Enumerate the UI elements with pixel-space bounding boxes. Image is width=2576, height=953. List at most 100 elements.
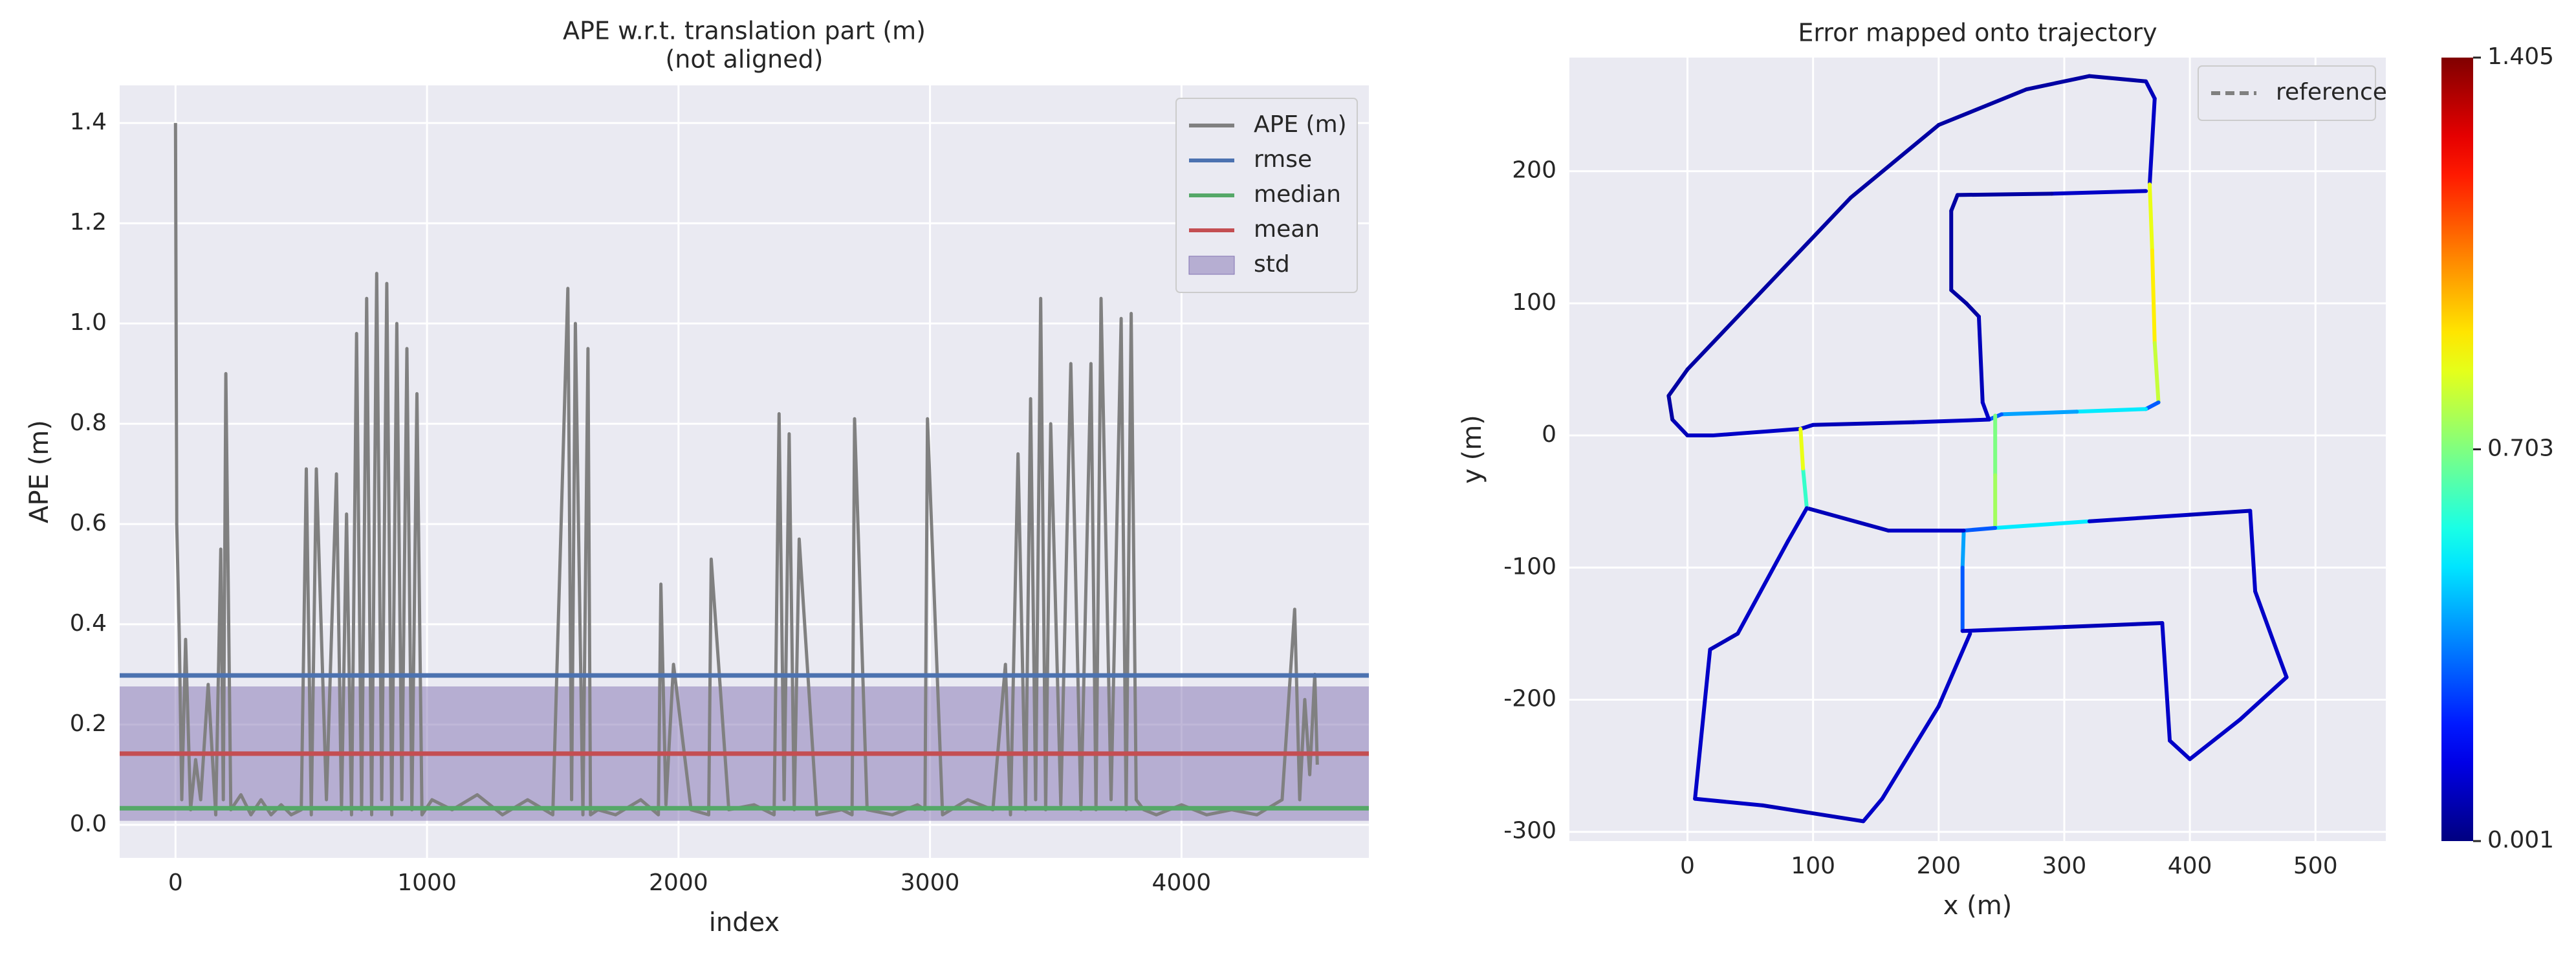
trajectory-segment	[2168, 738, 2192, 761]
trajectory-segment	[1936, 631, 1972, 708]
trajectory-segment	[1798, 426, 1806, 471]
trajectory-segment	[2160, 621, 2172, 743]
trajectory-segment	[1666, 367, 1690, 398]
trajectory-segment	[1710, 426, 1803, 438]
trajectory-segment	[1670, 417, 1690, 438]
x-tick-label: 3000	[901, 870, 960, 896]
trajectory-segment	[2144, 400, 2161, 411]
y-tick-label: 0.4	[70, 610, 107, 637]
x-tick-label: 0	[168, 870, 183, 896]
trajectory-segment	[2150, 248, 2157, 345]
colorbar-tick-label: 0.703	[2487, 435, 2554, 462]
trajectory-segment	[2087, 512, 2192, 523]
trajectory-segment	[2144, 79, 2157, 101]
trajectory-segment	[1685, 195, 1853, 371]
trajectory-segment	[1804, 506, 1891, 533]
y-axis-label: y (m)	[1457, 415, 1487, 484]
trajectory-segment	[2087, 74, 2148, 83]
trajectory-segment	[1960, 529, 1966, 570]
trajectory-segment	[2253, 589, 2280, 656]
legend-label: mean	[1254, 216, 1320, 243]
trajectory-segment	[1798, 422, 1815, 431]
legend-box	[2198, 65, 2376, 121]
trajectory-segment	[1708, 631, 1740, 652]
legend-label: std	[1254, 251, 1290, 278]
trajectory-segment	[1693, 647, 1712, 801]
trajectory-segment	[1949, 288, 1969, 305]
legend-label: median	[1254, 181, 1341, 208]
y-tick-label: 100	[1512, 289, 1556, 316]
x-tick-label: 0	[1680, 853, 1695, 879]
trajectory-segment	[2188, 509, 2253, 517]
trajectory-segment	[1955, 192, 2054, 197]
colorbar-tick-label: 1.405	[2487, 43, 2554, 70]
trajectory-segment	[1999, 410, 2079, 417]
y-tick-label: 0.6	[70, 510, 107, 536]
y-tick-label: 0.2	[70, 710, 107, 737]
trajectory-segment	[2049, 189, 2148, 196]
y-tick-label: 0.8	[70, 410, 107, 436]
x-axis-label: x (m)	[1943, 891, 2013, 921]
trajectory-segment	[2147, 182, 2154, 253]
x-tick-label: 4000	[1152, 870, 1212, 896]
y-tick-label: -300	[1503, 818, 1556, 844]
trajectory-segment	[2276, 652, 2289, 679]
legend: APE (m) rmse median mean std	[1175, 98, 1358, 293]
trajectory-segment	[2024, 74, 2091, 92]
trajectory-segment	[1961, 526, 1998, 533]
y-tick-label: 0	[1542, 421, 1556, 448]
trajectory-segment	[1980, 400, 1991, 422]
ape-line	[173, 123, 1319, 816]
legend: reference	[2198, 65, 2387, 121]
x-tick-label: 300	[2042, 853, 2087, 879]
trajectory-segment	[2248, 509, 2258, 594]
trajectory-segment	[1785, 506, 1809, 543]
trajectory-segment	[1964, 301, 1981, 319]
colorbar	[2441, 58, 2473, 841]
trajectory-segment	[1848, 123, 1941, 200]
legend-label: rmse	[1254, 146, 1312, 173]
trajectory-segment	[1993, 519, 2091, 531]
x-tick-label: 200	[1916, 853, 1961, 879]
trajectory-segment	[1880, 704, 1941, 801]
plot-area	[1569, 58, 2386, 841]
trajectory-segment	[1911, 417, 1991, 424]
legend-label: reference	[2276, 79, 2387, 105]
chart-subtitle: (not aligned)	[665, 45, 823, 74]
trajectory-segment	[2238, 675, 2289, 722]
x-tick-label: 500	[2293, 853, 2338, 879]
trajectory-segment	[2075, 407, 2148, 414]
x-tick-label: 400	[2168, 853, 2212, 879]
y-tick-label: 1.0	[70, 309, 107, 336]
trajectory-segment	[1936, 87, 2029, 127]
trajectory-segment	[1949, 193, 1959, 213]
y-tick-label: -200	[1503, 685, 1556, 712]
legend-box	[1175, 98, 1358, 293]
trajectory-segment	[1693, 796, 1765, 807]
x-tick-label: 100	[1791, 853, 1835, 879]
x-tick-label: 2000	[649, 870, 708, 896]
trajectory-segment	[1666, 393, 1675, 422]
legend-swatch	[1188, 256, 1235, 275]
trajectory-segment	[1976, 314, 1985, 405]
trajectory-segment	[1960, 625, 2066, 633]
y-tick-label: 1.4	[70, 109, 107, 135]
legend-label: APE (m)	[1254, 111, 1347, 138]
y-tick-label: -100	[1503, 553, 1556, 580]
trajectory-segment	[1861, 796, 1884, 824]
y-tick-label: 200	[1512, 157, 1556, 184]
chart-title: APE w.r.t. translation part (m)	[563, 17, 926, 45]
y-tick-label: 0.0	[70, 811, 107, 837]
trajectory-segment	[1760, 803, 1866, 824]
x-tick-label: 1000	[397, 870, 457, 896]
trajectory-segment	[1811, 420, 1916, 427]
trajectory-segment	[2152, 341, 2161, 405]
trajectory-segment	[2188, 717, 2242, 761]
colorbar-tick-label: 0.001	[2487, 827, 2554, 853]
y-axis-label: APE (m)	[25, 420, 54, 523]
chart-title: Error mapped onto trajectory	[1798, 19, 2157, 47]
trajectory-segment	[2062, 621, 2165, 630]
trajectory-segment	[2147, 96, 2157, 187]
x-axis-label: index	[709, 908, 780, 937]
